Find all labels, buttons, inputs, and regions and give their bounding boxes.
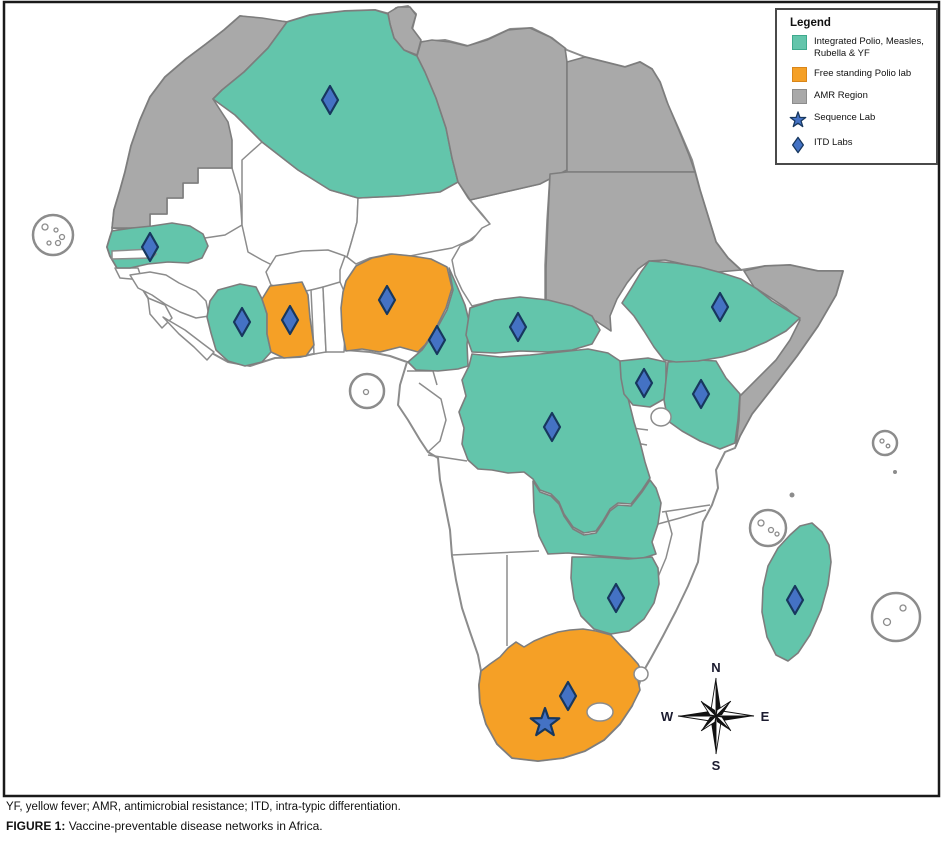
- figure-captions: YF, yellow fever; AMR, antimicrobial res…: [6, 801, 936, 833]
- island-groups: [31, 213, 922, 643]
- legend-item-label: Integrated Polio, Measles, Rubella & YF: [814, 36, 924, 59]
- comoros-circle: [748, 508, 788, 548]
- internal-borders: [407, 370, 711, 646]
- teal-swatch-icon: [792, 35, 807, 50]
- legend-title: Legend: [790, 17, 831, 29]
- border-tanzania-south: [661, 504, 711, 513]
- orange-swatch-icon: [792, 66, 807, 82]
- map-legend: Legend Integrated Polio, Measles, Rubell…: [775, 8, 938, 165]
- legend-item-integrated: Integrated Polio, Measles, Rubella & YF: [792, 35, 930, 60]
- legend-item-itd-labs: ITD Labs: [791, 136, 930, 154]
- compass-label-north: N: [711, 660, 720, 675]
- map-frame-border: [2, 0, 941, 798]
- figure-caption-text: Vaccine-preventable disease networks in …: [68, 819, 323, 833]
- legend-item-label: Free standing Polio lab: [814, 67, 912, 79]
- country-zambia: [532, 479, 662, 560]
- star-icon: [789, 111, 807, 127]
- country-central-african-republic: [465, 296, 601, 354]
- legend-item-free-polio: Free standing Polio lab: [792, 66, 930, 82]
- abbreviation-note: YF, yellow fever; AMR, antimicrobial res…: [6, 801, 401, 813]
- compass-point-ne: [715, 700, 732, 718]
- compass-label-east: E: [761, 709, 770, 724]
- diamond-icon: [791, 136, 805, 154]
- cape-verde-circle: [31, 213, 75, 257]
- compass-point-se: [714, 715, 732, 732]
- compass-point-sw: [700, 714, 717, 732]
- gray-swatch-icon: [792, 88, 807, 104]
- figure-caption: FIGURE 1: Vaccine-preventable disease ne…: [6, 819, 936, 833]
- border-mozambique-north: [657, 509, 707, 525]
- compass-point-north: [710, 677, 721, 718]
- legend-item-label: AMR Region: [814, 89, 868, 101]
- legend-item-label: ITD Labs: [814, 136, 853, 148]
- border-angola-south: [451, 550, 540, 556]
- compass-label-west: W: [661, 709, 674, 724]
- compass-rose: N S W E: [661, 660, 770, 773]
- mauritius-circle: [870, 591, 922, 643]
- lake-victoria: [650, 407, 672, 427]
- border-angola-north: [427, 454, 468, 462]
- country-ethiopia: [621, 260, 801, 363]
- legend-item-sequence-lab: Sequence Lab: [789, 111, 930, 129]
- country-lesotho: [586, 702, 614, 722]
- compass-point-nw: [700, 700, 718, 717]
- country-eswatini: [633, 666, 649, 682]
- island-dot-2: [789, 492, 795, 498]
- enclaves-lakes: [111, 248, 672, 722]
- legend-item-label: Sequence Lab: [814, 111, 876, 123]
- border-congo: [418, 382, 447, 453]
- colored-countries: [106, 6, 844, 762]
- seychelles-circle: [871, 429, 899, 457]
- island-dot-1: [893, 470, 897, 474]
- country-liberia: [162, 316, 215, 361]
- country-cameroon: [407, 267, 471, 372]
- uncolored-countries: [111, 141, 551, 361]
- border-malawi: [657, 511, 673, 578]
- compass-point-east: [714, 710, 755, 721]
- figure-caption-label: FIGURE 1:: [6, 819, 66, 833]
- compass-label-south: S: [712, 758, 721, 773]
- country-egypt: [566, 56, 696, 173]
- legend-item-amr: AMR Region: [792, 88, 930, 104]
